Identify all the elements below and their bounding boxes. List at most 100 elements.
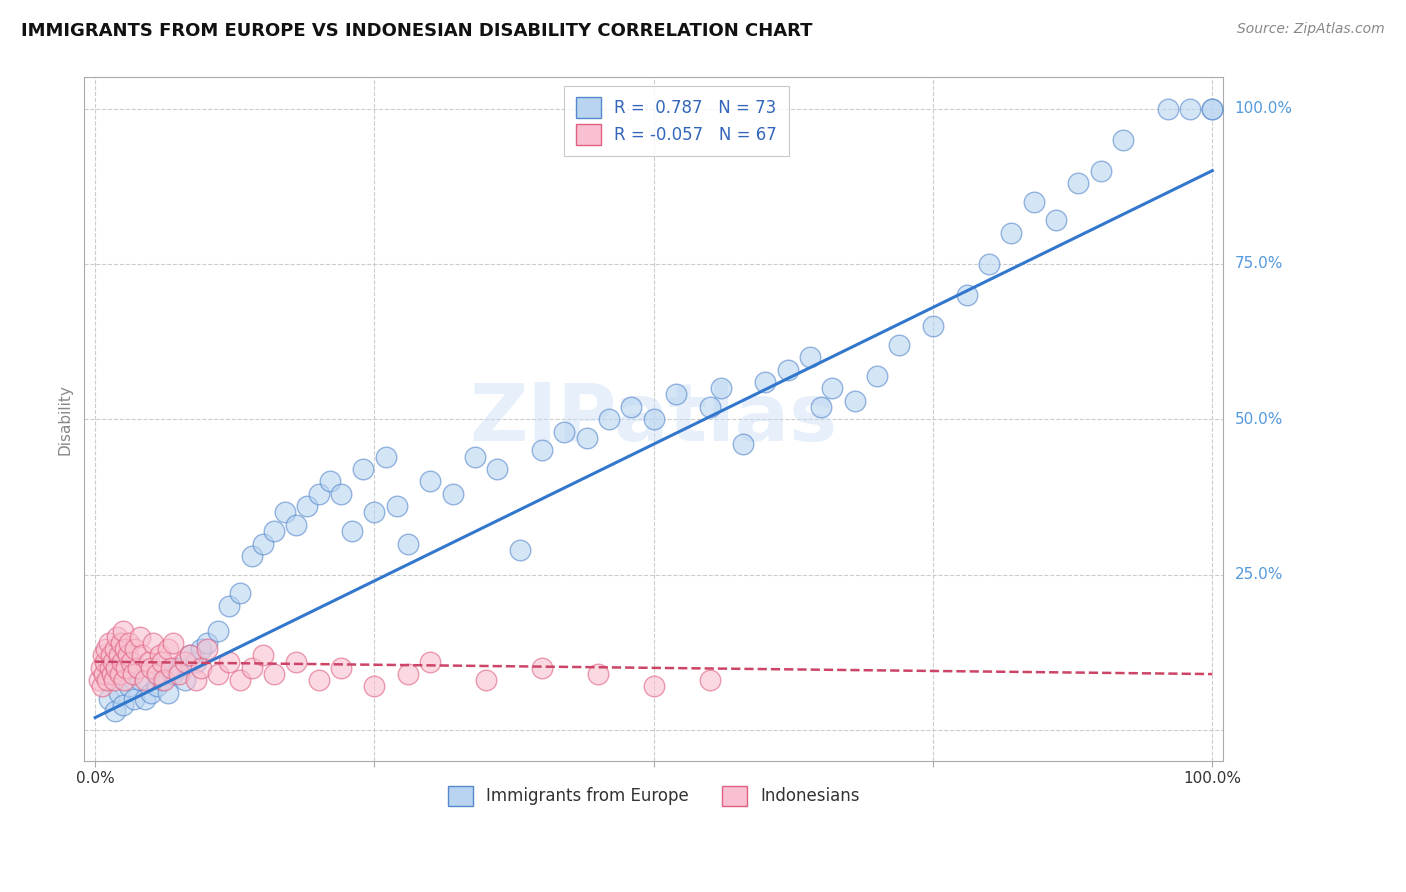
Point: [810, 400, 832, 414]
Point: [195, 636, 218, 650]
Point: [218, 599, 240, 613]
Point: [96, 673, 118, 688]
Point: [1090, 163, 1112, 178]
Point: [103, 673, 125, 688]
Point: [733, 437, 755, 451]
Point: [122, 692, 145, 706]
Point: [167, 661, 190, 675]
Point: [184, 655, 207, 669]
Point: [1112, 132, 1135, 146]
Point: [1067, 176, 1090, 190]
Point: [308, 487, 330, 501]
Y-axis label: Disability: Disability: [58, 384, 72, 455]
Point: [363, 680, 385, 694]
Point: [160, 661, 183, 675]
Point: [308, 673, 330, 688]
Point: [190, 642, 212, 657]
Point: [1156, 102, 1178, 116]
Point: [1201, 102, 1223, 116]
Point: [97, 692, 120, 706]
Point: [252, 536, 274, 550]
Point: [710, 381, 733, 395]
Point: [340, 524, 363, 538]
Point: [139, 661, 162, 675]
Point: [156, 642, 179, 657]
Point: [866, 368, 889, 383]
Point: [134, 692, 156, 706]
Point: [218, 655, 240, 669]
Point: [120, 655, 142, 669]
Point: [274, 506, 297, 520]
Point: [297, 500, 319, 514]
Point: [150, 673, 173, 688]
Point: [111, 655, 134, 669]
Point: [821, 381, 844, 395]
Point: [104, 704, 127, 718]
Point: [139, 686, 162, 700]
Point: [575, 431, 598, 445]
Point: [419, 655, 441, 669]
Point: [173, 673, 195, 688]
Point: [112, 624, 135, 638]
Point: [1045, 213, 1067, 227]
Point: [319, 475, 342, 489]
Text: 50.0%: 50.0%: [1234, 412, 1282, 426]
Point: [90, 680, 112, 694]
Point: [150, 655, 173, 669]
Point: [509, 542, 531, 557]
Point: [643, 412, 665, 426]
Point: [531, 661, 554, 675]
Point: [1022, 194, 1045, 209]
Point: [90, 661, 112, 675]
Point: [464, 450, 486, 464]
Point: [263, 667, 285, 681]
Point: [329, 487, 352, 501]
Legend: Immigrants from Europe, Indonesians: Immigrants from Europe, Indonesians: [439, 777, 868, 814]
Point: [207, 624, 229, 638]
Point: [285, 655, 308, 669]
Text: 25.0%: 25.0%: [1234, 567, 1282, 582]
Point: [128, 673, 150, 688]
Point: [124, 642, 146, 657]
Point: [643, 680, 665, 694]
Point: [229, 586, 252, 600]
Point: [620, 400, 643, 414]
Point: [285, 517, 308, 532]
Point: [396, 667, 419, 681]
Point: [167, 667, 190, 681]
Point: [754, 375, 776, 389]
Point: [138, 655, 160, 669]
Point: [128, 630, 150, 644]
Point: [179, 648, 201, 663]
Point: [190, 661, 212, 675]
Point: [955, 288, 977, 302]
Point: [112, 698, 135, 713]
Point: [94, 655, 117, 669]
Point: [104, 642, 127, 657]
Point: [96, 642, 118, 657]
Point: [441, 487, 464, 501]
Point: [118, 636, 141, 650]
Point: [110, 636, 132, 650]
Point: [87, 673, 110, 688]
Point: [93, 667, 115, 681]
Point: [922, 319, 945, 334]
Point: [419, 475, 441, 489]
Point: [134, 673, 156, 688]
Point: [486, 462, 509, 476]
Point: [229, 673, 252, 688]
Point: [665, 387, 688, 401]
Point: [1201, 102, 1223, 116]
Point: [153, 673, 176, 688]
Point: [156, 686, 179, 700]
Point: [101, 655, 124, 669]
Point: [195, 642, 218, 657]
Point: [207, 667, 229, 681]
Point: [240, 549, 263, 563]
Point: [127, 661, 149, 675]
Point: [329, 661, 352, 675]
Point: [179, 648, 201, 663]
Point: [977, 257, 1000, 271]
Point: [98, 661, 121, 675]
Point: [100, 648, 122, 663]
